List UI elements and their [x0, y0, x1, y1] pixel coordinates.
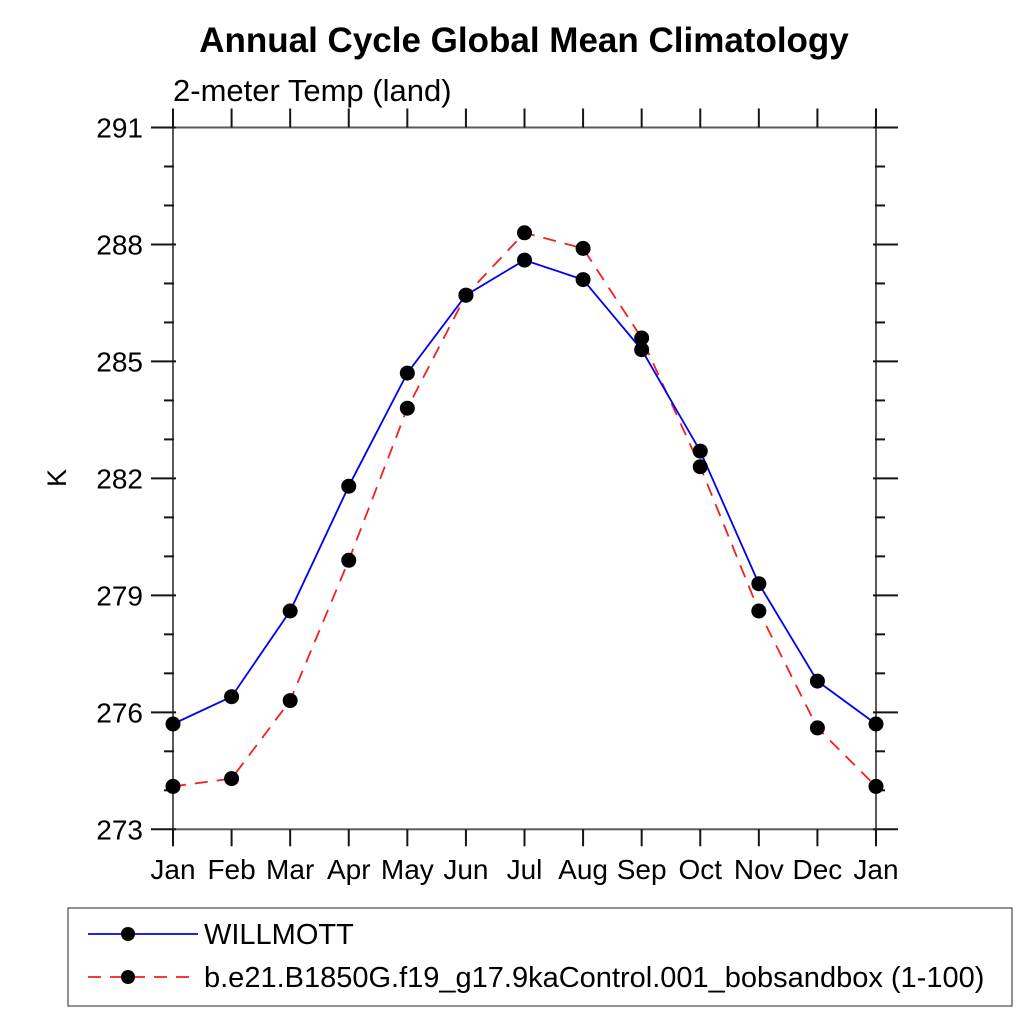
y-tick-label: 276: [96, 697, 143, 728]
legend-box: WILLMOTT b.e21.B1850G.f19_g17.9kaControl…: [67, 907, 1013, 1007]
data-point-marker: [809, 673, 825, 689]
x-tick-label: Jan: [150, 854, 195, 885]
data-point-marker: [224, 689, 240, 705]
y-tick-label: 282: [96, 463, 143, 494]
data-point-marker: [634, 330, 650, 346]
data-point-marker: [282, 603, 298, 619]
legend-label-willmott: WILLMOTT: [204, 919, 354, 951]
legend-samples: [88, 927, 198, 984]
x-tick-label: Dec: [793, 854, 843, 885]
legend-label-model: b.e21.B1850G.f19_g17.9kaControl.001_bobs…: [204, 962, 984, 994]
x-tick-label: Oct: [678, 854, 722, 885]
data-point-marker: [575, 272, 591, 288]
data-point-marker: [282, 693, 298, 709]
data-point-marker: [809, 720, 825, 736]
data-point-marker: [165, 778, 181, 794]
data-point-marker: [224, 771, 240, 787]
data-point-marker: [751, 603, 767, 619]
plot-series: [165, 225, 884, 794]
x-tick-label: Mar: [266, 854, 314, 885]
x-tick-label: Sep: [617, 854, 667, 885]
data-point-marker: [751, 576, 767, 592]
data-point-marker: [458, 287, 474, 303]
data-point-marker: [399, 400, 415, 416]
x-tick-label: Feb: [207, 854, 255, 885]
y-tick-label: 285: [96, 346, 143, 377]
data-point-marker: [165, 716, 181, 732]
chart-title: Annual Cycle Global Mean Climatology: [199, 21, 849, 60]
data-point-marker: [634, 342, 650, 358]
data-point-marker: [868, 778, 884, 794]
x-tick-label: May: [381, 854, 434, 885]
data-point-marker: [399, 365, 415, 381]
x-tick-label: Nov: [734, 854, 784, 885]
legend-sample-marker: [121, 927, 135, 941]
x-tick-label: Jun: [443, 854, 488, 885]
legend-border: [67, 907, 1013, 1007]
x-tick-label: Aug: [558, 854, 608, 885]
data-point-marker: [341, 552, 357, 568]
data-point-marker: [575, 240, 591, 256]
data-point-marker: [517, 225, 532, 241]
x-tick-label: Jul: [507, 854, 543, 885]
y-tick-label: 273: [96, 814, 143, 845]
data-point-marker: [692, 443, 708, 459]
data-point-marker: [692, 459, 708, 475]
model-line: [172, 231, 877, 788]
y-tick-label: 279: [96, 580, 143, 611]
data-point-marker: [517, 252, 532, 268]
x-tick-label: Jan: [853, 854, 898, 885]
x-tick-label: Apr: [327, 854, 371, 885]
chart-subtitle: 2-meter Temp (land): [173, 73, 452, 108]
y-tick-label: 291: [96, 113, 143, 144]
data-point-marker: [341, 478, 357, 494]
data-point-marker: [868, 716, 884, 732]
legend-sample-marker: [121, 970, 135, 984]
plot-axes: Jan Feb Mar Apr May Jun Jul Aug Sep Oct Nov Dec Jan2…: [96, 108, 899, 885]
willmott-line: [172, 259, 877, 725]
y-tick-label: 288: [96, 229, 143, 260]
y-axis-label: K: [42, 469, 72, 487]
